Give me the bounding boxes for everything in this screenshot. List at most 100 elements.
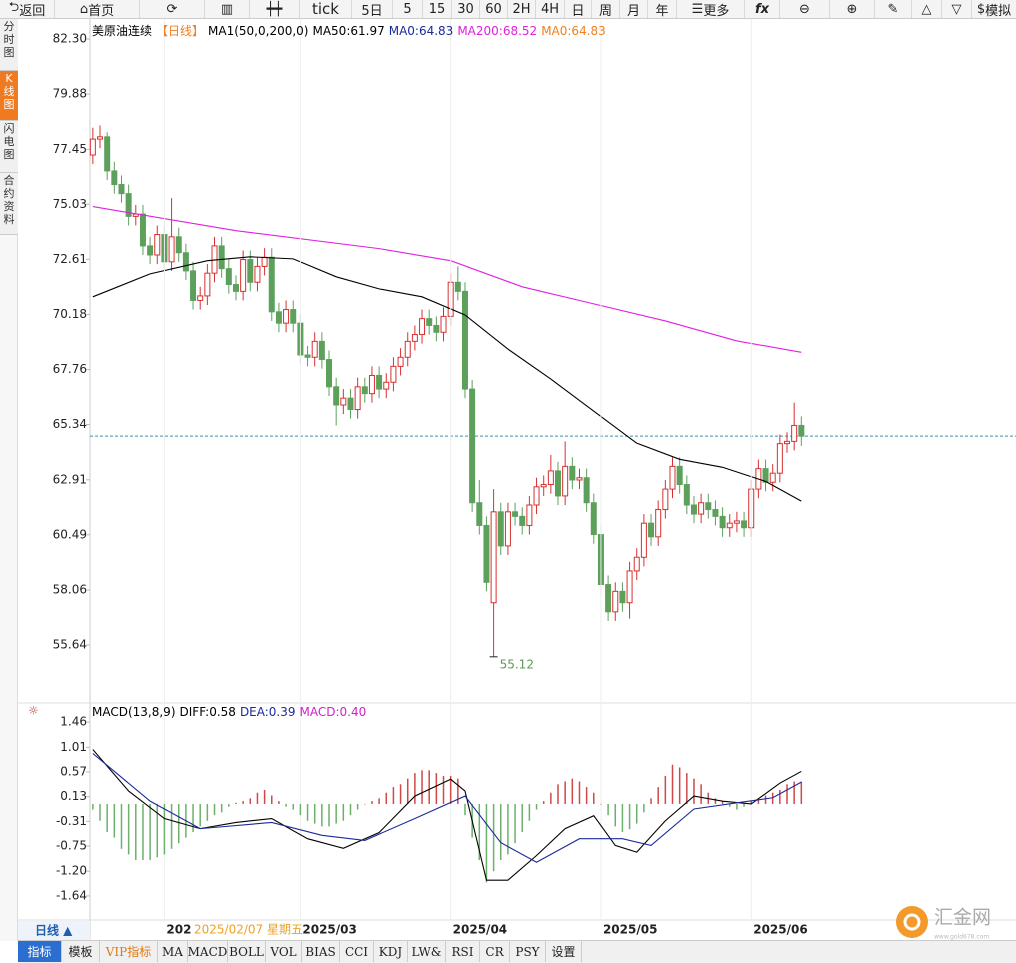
candle-body bbox=[190, 270, 197, 301]
macd-bar bbox=[106, 803, 108, 832]
more-button[interactable]: ☰ 更多 bbox=[677, 0, 745, 19]
y-tick-label: 0.13 bbox=[60, 789, 87, 803]
fx-button[interactable]: fx bbox=[745, 0, 780, 18]
period-button[interactable]: 月 bbox=[620, 0, 648, 19]
bottom-tab[interactable]: PSY bbox=[510, 941, 546, 962]
macd-bar bbox=[485, 803, 488, 883]
legend-item: MA0:64.83 bbox=[388, 24, 454, 38]
macd-bar bbox=[600, 803, 602, 805]
candle-body bbox=[483, 524, 490, 583]
candle-body bbox=[390, 365, 397, 383]
chart-button[interactable]: ▥ bbox=[205, 0, 250, 18]
zoom-in[interactable]: ⊕ bbox=[830, 0, 875, 18]
bottom-tab[interactable]: 设置 bbox=[546, 941, 582, 962]
x-tick-label: 2025/03 bbox=[302, 923, 356, 937]
macd-bar bbox=[442, 775, 445, 804]
macd-bar bbox=[199, 803, 201, 827]
period-button[interactable]: 年 bbox=[648, 0, 677, 19]
back-button[interactable]: ⮌ 返回 bbox=[0, 0, 55, 19]
side-tab-active[interactable]: K线图 bbox=[0, 71, 18, 121]
candle-button[interactable]: ┿┿ bbox=[250, 0, 300, 18]
bottom-tab[interactable]: LW& bbox=[408, 941, 446, 962]
bottom-tab[interactable]: VOL bbox=[266, 941, 302, 962]
candle-body bbox=[247, 259, 254, 283]
bottom-tab[interactable]: RSI bbox=[446, 941, 480, 962]
candle-body bbox=[211, 245, 218, 274]
candle-body bbox=[504, 511, 511, 547]
macd-bar bbox=[700, 784, 702, 804]
sim-button[interactable]: $ 模拟 bbox=[972, 0, 1016, 19]
side-tab[interactable]: 分时图 bbox=[0, 19, 18, 71]
candle-body bbox=[633, 556, 640, 572]
candle-body bbox=[640, 522, 647, 558]
candle-body bbox=[433, 324, 440, 333]
period-button[interactable]: 日 bbox=[565, 0, 592, 19]
bottom-tab[interactable]: MACD bbox=[188, 941, 228, 962]
macd-bar bbox=[428, 770, 430, 804]
macd-header: MACD(13,8,9) DIFF:0.58 DEA:0.39 MACD:0.40 bbox=[92, 705, 370, 719]
candle-body bbox=[669, 465, 676, 490]
macd-bar bbox=[142, 803, 144, 861]
candle-body bbox=[376, 374, 383, 390]
zoom-out[interactable]: ⊖ bbox=[780, 0, 830, 18]
macd-bar bbox=[299, 803, 302, 816]
macd-bar bbox=[285, 803, 287, 807]
settings-icon: ☼ bbox=[28, 704, 39, 718]
home-button[interactable]: ⌂ 首页 bbox=[55, 0, 140, 19]
macd-bar bbox=[571, 778, 574, 804]
bottom-tab[interactable]: KDJ bbox=[374, 941, 408, 962]
macd-bar bbox=[729, 803, 731, 807]
tick-button[interactable]: tick bbox=[300, 0, 352, 18]
macd-bar bbox=[771, 792, 774, 804]
refresh-button[interactable]: ⟳ bbox=[140, 0, 205, 18]
period-button[interactable]: 30 bbox=[452, 0, 480, 18]
bottom-tab[interactable]: BIAS bbox=[302, 941, 340, 962]
down-button[interactable]: ▽ bbox=[942, 0, 972, 18]
macd-bar bbox=[271, 795, 273, 804]
bottom-tab[interactable]: BOLL bbox=[228, 941, 266, 962]
y-tick-label: 70.18 bbox=[53, 307, 87, 321]
candle-body bbox=[383, 381, 390, 390]
crosshair-box bbox=[192, 921, 302, 939]
bottom-tab[interactable]: VIP指标 bbox=[100, 941, 158, 962]
period-button[interactable]: 2H bbox=[508, 0, 536, 18]
macd-bar bbox=[113, 803, 116, 838]
period-button[interactable]: 周 bbox=[592, 0, 620, 19]
period-button[interactable]: 5 bbox=[393, 0, 423, 18]
period-button[interactable]: 15 bbox=[423, 0, 452, 18]
bottom-tab[interactable]: CCI bbox=[340, 941, 374, 962]
candle-body bbox=[769, 472, 776, 483]
macd-bar bbox=[256, 792, 259, 804]
candle-body bbox=[426, 318, 433, 326]
macd-bar bbox=[736, 803, 738, 810]
macd-bar bbox=[371, 801, 373, 804]
candle-body bbox=[168, 236, 175, 263]
bottom-tab[interactable]: 指标 bbox=[18, 941, 62, 962]
candle-body bbox=[690, 504, 697, 515]
indicator-label: MA1(50,0,200,0) bbox=[208, 24, 309, 38]
candle-body bbox=[161, 234, 168, 263]
candle-body bbox=[705, 502, 712, 511]
period-button[interactable]: 5日 bbox=[352, 0, 393, 19]
candle-body bbox=[304, 354, 311, 358]
side-tab[interactable]: 合约资料 bbox=[0, 173, 18, 235]
macd-bar bbox=[399, 784, 402, 804]
bottom-tab[interactable]: 模板 bbox=[62, 941, 100, 962]
draw-button[interactable]: ✎ bbox=[875, 0, 912, 18]
candle-body bbox=[726, 522, 733, 529]
macd-bar bbox=[578, 781, 581, 804]
macd-bar bbox=[693, 778, 695, 804]
period-button[interactable]: 60 bbox=[480, 0, 508, 18]
x-tick-label: 2025/04 bbox=[453, 923, 507, 937]
side-tab[interactable]: 闪电图 bbox=[0, 121, 18, 173]
candle-body bbox=[469, 388, 476, 504]
low-label: 55.12 bbox=[500, 657, 534, 671]
label: 首页 bbox=[88, 3, 115, 19]
bottom-tab[interactable]: MA bbox=[158, 941, 188, 962]
up-button[interactable]: △ bbox=[912, 0, 942, 18]
candle-body bbox=[512, 511, 519, 517]
y-tick-label: -0.31 bbox=[56, 814, 87, 828]
period-button[interactable]: 4H bbox=[536, 0, 565, 18]
bottom-tab[interactable]: CR bbox=[480, 941, 510, 962]
candle-body bbox=[562, 465, 569, 497]
